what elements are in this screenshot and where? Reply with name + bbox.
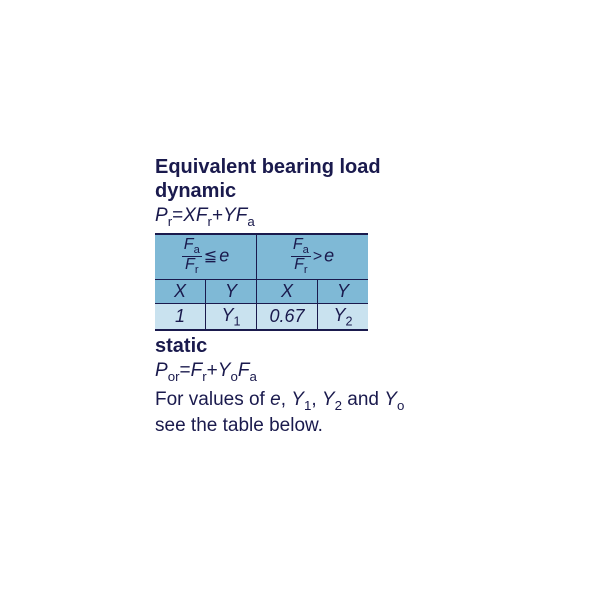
- stat-t2-var: F: [238, 360, 250, 381]
- table-subheader-row: X Y X Y: [155, 279, 368, 303]
- note-v4: Y: [384, 389, 397, 410]
- frac-num-var-2: F: [293, 236, 303, 253]
- footnote: For values of e, Y1, Y2 and Yo see the t…: [155, 388, 465, 438]
- stat-eq: =: [180, 360, 191, 381]
- heading-line1: Equivalent bearing load: [155, 155, 465, 179]
- stat-t2-coefv: Y: [218, 360, 231, 381]
- frac-num-sub-2: a: [303, 244, 309, 256]
- note-p1: For values of: [155, 389, 270, 410]
- dyn-t1-coef: X: [183, 205, 196, 226]
- table-value-row: 1 Y1 0.67 Y2: [155, 303, 368, 330]
- note-s1: ,: [281, 389, 292, 410]
- frac-den-sub-1: r: [195, 264, 199, 276]
- static-heading: static: [155, 335, 465, 358]
- dyn-t2-coef: Y: [223, 205, 236, 226]
- col-y-2: Y: [318, 279, 369, 303]
- evar-2: e: [324, 245, 334, 265]
- val-x1: 1: [155, 303, 206, 330]
- frac-num-sub-1: a: [194, 244, 200, 256]
- rel-le: ≦: [202, 248, 219, 265]
- val-y1-var: Y: [221, 305, 233, 325]
- col-x-2: X: [257, 279, 318, 303]
- dyn-plus: +: [212, 205, 223, 226]
- rel-gt: >: [311, 248, 324, 265]
- note-s3: and: [342, 389, 384, 410]
- note-p2: see the table below.: [155, 415, 323, 436]
- heading-line2: dynamic: [155, 179, 465, 203]
- evar-1: e: [219, 245, 229, 265]
- note-v2: Y: [291, 389, 304, 410]
- col-y-1: Y: [206, 279, 257, 303]
- hdr-cond-gt: Fa Fr >e: [257, 234, 369, 279]
- frac-le: Fa Fr: [182, 237, 202, 277]
- frac-num-var-1: F: [184, 236, 194, 253]
- frac-den-sub-2: r: [304, 264, 308, 276]
- dyn-lhs-var: P: [155, 205, 168, 226]
- dyn-t2-sub: a: [247, 214, 254, 229]
- frac-den-var-1: F: [185, 256, 195, 273]
- table-header-row: Fa Fr ≦e Fa Fr >e: [155, 234, 368, 279]
- content-block: Equivalent bearing load dynamic Pr=XFr+Y…: [155, 155, 465, 438]
- val-y1: Y1: [206, 303, 257, 330]
- note-v4sub: o: [397, 398, 404, 413]
- val-y2: Y2: [318, 303, 369, 330]
- load-table: Fa Fr ≦e Fa Fr >e X Y X Y 1 Y1 0.67 Y2: [155, 233, 368, 331]
- dyn-t2-var: F: [236, 205, 248, 226]
- frac-den-var-2: F: [294, 256, 304, 273]
- note-s2: ,: [311, 389, 322, 410]
- stat-t2-sub: a: [249, 369, 256, 384]
- stat-plus: +: [207, 360, 218, 381]
- col-x-1: X: [155, 279, 206, 303]
- dyn-t1-var: F: [196, 205, 208, 226]
- stat-t1-var: F: [191, 360, 203, 381]
- val-y1-sub: 1: [234, 314, 241, 328]
- dyn-eq: =: [172, 205, 183, 226]
- stat-lhs-sub: or: [168, 369, 180, 384]
- stat-t2-coefs: o: [230, 369, 237, 384]
- frac-gt: Fa Fr: [291, 237, 311, 277]
- stat-lhs-var: P: [155, 360, 168, 381]
- val-y2-var: Y: [333, 305, 345, 325]
- note-v3: Y: [322, 389, 335, 410]
- hdr-cond-le: Fa Fr ≦e: [155, 234, 257, 279]
- static-formula: Por=Fr+YoFa: [155, 360, 465, 384]
- note-v3sub: 2: [335, 398, 342, 413]
- val-y2-sub: 2: [346, 314, 353, 328]
- val-x2: 0.67: [257, 303, 318, 330]
- dynamic-formula: Pr=XFr+YFa: [155, 205, 465, 229]
- note-v1: e: [270, 389, 281, 410]
